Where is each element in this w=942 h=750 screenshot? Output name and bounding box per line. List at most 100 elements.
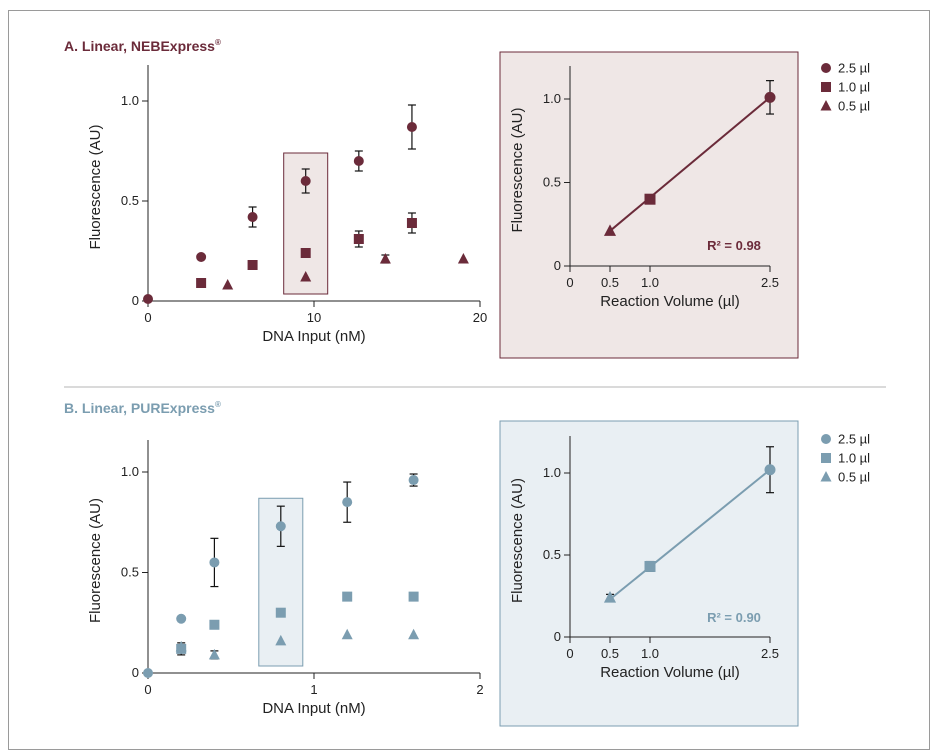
main-x-tick-label: 20 [473,310,487,325]
inset-point-circle [764,91,776,103]
main-x-tick-label: 0 [144,310,151,325]
data-point-circle [408,475,419,486]
inset-box [499,420,799,727]
main-y-tick-label: 0.5 [121,565,139,580]
legend-marker-square [821,82,831,92]
main-y-tick-label: 1.0 [121,464,139,479]
inset-x-tick-label: 1.0 [641,646,659,661]
data-point-triangle [379,253,391,264]
inset-x-tick-label: 0 [566,646,573,661]
inset-point-circle [764,464,776,476]
main-x-tick-label: 2 [476,682,483,697]
panel-A: A. Linear, NEBExpress® 0 0.5 1.0 0 10 20 DNA In… [64,38,870,359]
data-point-circle [406,122,417,132]
inset-box [499,51,799,359]
inset-point-triangle [603,224,617,236]
main-y-tick-label: 0 [132,293,139,308]
inset-x-tick-label: 0.5 [601,275,619,290]
main-y-tick-label: 0.5 [121,193,139,208]
registered-mark: ® [215,400,221,409]
inset-point-triangle [603,591,617,603]
main-plot: 0 0.5 1.0 0 10 20 DNA Input (nM) Fluorescence (… [87,65,487,345]
data-point-triangle [175,640,187,652]
data-point-triangle [408,628,420,640]
inset-x-tick-label: 1.0 [641,275,659,290]
inset-y-tick-label: 0 [554,629,561,644]
inset-x-tick-label: 2.5 [761,275,779,290]
data-point-square [342,591,353,602]
data-point-square [406,218,417,228]
r-squared-label: R² = 0.98 [707,238,761,253]
legend-label: 1.0 µl [838,451,870,466]
data-point-circle [275,521,286,532]
legend-label: 0.5 µl [838,99,870,114]
data-point-square [247,260,258,270]
inset-y-tick-label: 0.5 [543,547,561,562]
inset-x-tick-label: 0.5 [601,646,619,661]
fit-line [609,96,771,232]
data-point-square [209,619,220,630]
inset-y-axis-label: Fluorescence (AU) [509,478,526,603]
main-y-axis-label: Fluorescence (AU) [87,124,104,249]
registered-mark: ® [215,38,221,47]
legend-marker-square [821,453,831,463]
data-point-circle [143,668,153,678]
inset-point-square [644,560,656,572]
data-point-circle [196,252,207,262]
inset-y-axis-label: Fluorescence (AU) [509,107,526,232]
data-point-triangle [341,628,353,640]
data-point-square [408,591,419,602]
panel-B: B. Linear, PURExpress® 0 0.5 1.0 0 1 2 DNA Inpu… [64,386,886,727]
inset-x-tick-label: 2.5 [761,646,779,661]
main-x-axis-label: DNA Input (nM) [262,328,365,345]
data-point-circle [143,294,153,304]
data-point-triangle [208,648,220,660]
r-squared-label: R² = 0.90 [707,610,761,625]
data-point-square [353,234,364,244]
legend-label: 0.5 µl [838,470,870,485]
legend-label: 2.5 µl [838,61,870,76]
data-point-triangle [275,634,287,646]
data-point-circle [353,156,364,166]
data-point-square [300,248,311,258]
legend-label: 2.5 µl [838,432,870,447]
panel-title-text: A. Linear, NEBExpress [64,38,215,54]
panel-title-text: B. Linear, PURExpress [64,400,215,416]
data-point-triangle [222,279,234,290]
legend: 2.5 µl 1.0 µl 0.5 µl [820,61,870,114]
data-point-circle [247,212,258,222]
inset-x-tick-label: 0 [566,275,573,290]
data-point-circle [300,176,311,186]
data-point-circle [342,497,353,508]
main-x-tick-label: 10 [307,310,321,325]
inset-plot: 0 0.5 1.0 0 0.5 1.0 2.5 Reaction Volume (µl) Flu… [499,51,799,359]
fit-line [609,468,771,601]
data-point-circle [209,557,220,568]
inset-plot: 0 0.5 1.0 0 0.5 1.0 2.5 Reaction Volume (µl) Flu… [499,420,799,727]
legend-marker-triangle [820,471,832,482]
inset-x-axis-label: Reaction Volume (µl) [600,293,740,310]
inset-y-tick-label: 1.0 [543,465,561,480]
data-point-square [196,278,207,288]
main-plot: 0 0.5 1.0 0 1 2 DNA Input (nM) Fluorescence (AU… [87,440,484,717]
inset-point-square [644,193,656,205]
main-x-tick-label: 0 [144,682,151,697]
inset-x-axis-label: Reaction Volume (µl) [600,664,740,681]
data-point-circle [176,613,187,624]
panel-title: A. Linear, NEBExpress® [64,38,221,54]
legend-label: 1.0 µl [838,80,870,95]
main-y-tick-label: 0 [132,665,139,680]
data-point-triangle [300,271,312,282]
inset-y-tick-label: 0.5 [543,175,561,190]
panel-title: B. Linear, PURExpress® [64,400,221,416]
main-x-tick-label: 1 [310,682,317,697]
legend-marker-circle [821,63,831,73]
data-point-square [275,607,286,618]
legend: 2.5 µl 1.0 µl 0.5 µl [820,432,870,485]
inset-y-tick-label: 1.0 [543,91,561,106]
legend-marker-triangle [820,100,832,111]
legend-marker-circle [821,434,831,444]
main-x-axis-label: DNA Input (nM) [262,700,365,717]
main-y-axis-label: Fluorescence (AU) [87,498,104,623]
